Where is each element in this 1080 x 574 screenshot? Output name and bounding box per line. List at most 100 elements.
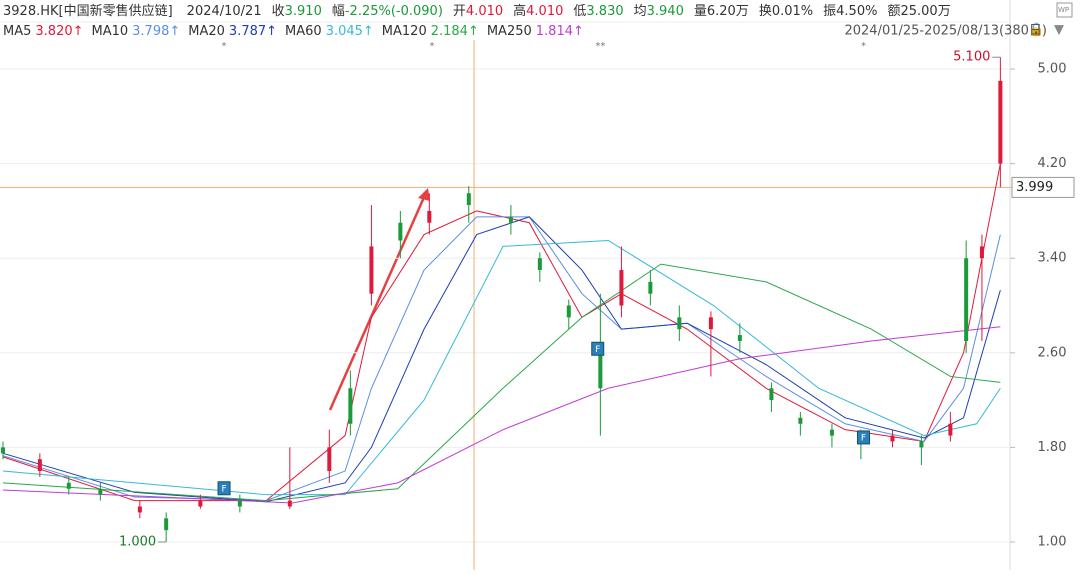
legend-name: MA250 (487, 24, 532, 39)
wp-icon[interactable] (1056, 2, 1073, 18)
candle-body (164, 518, 169, 531)
candle-body (137, 506, 142, 513)
y-tick-label: 1.80 (1038, 440, 1067, 455)
ma-line (2, 239, 1001, 496)
dropdown-icon[interactable]: ▼ (1054, 23, 1064, 38)
candle-body (398, 222, 403, 241)
event-mark: * (222, 41, 227, 52)
trend-arrow-head (418, 188, 430, 201)
ma-line (2, 216, 1001, 503)
quote-value: 0.01% (772, 4, 813, 19)
quote-label: 振 (823, 4, 836, 19)
candle-body (37, 459, 42, 472)
candle-body (237, 500, 242, 507)
candle-body (537, 258, 542, 271)
date-range: 2024/01/25-2025/08/13(380日) (844, 24, 1047, 39)
max-label: 5.100 (953, 50, 990, 65)
quote-label: 高 (513, 3, 526, 19)
y-tick-label: 2.60 (1038, 345, 1067, 360)
candle-body (348, 388, 353, 424)
candle-body (919, 441, 924, 448)
candle-body (998, 80, 1003, 164)
legend-value: 3.798↑ (132, 24, 180, 39)
wp-icon-text[interactable]: WP (1058, 6, 1069, 14)
quote-value: 3.910 (285, 4, 322, 19)
candle-body (287, 500, 292, 507)
y-tick-label: 3.40 (1038, 251, 1067, 266)
candle-body (508, 216, 513, 223)
quote-label: 均 (634, 4, 647, 19)
flag-label: F (221, 484, 226, 494)
legend-name: MA120 (382, 24, 427, 39)
candle-body (327, 447, 332, 472)
candle-body (427, 210, 432, 223)
y-tick-label: 1.00 (1038, 534, 1067, 549)
flag-label: F (595, 345, 600, 355)
quote-date: 2024/10/21 (187, 4, 262, 19)
quote-bar: 3928.HK[中国新零售供应链] 2024/10/21 收3.910 幅-2.25%… (3, 3, 951, 19)
quote-label: 收 (272, 4, 285, 19)
quote-value: 3.940 (647, 4, 684, 19)
quote-value: 25.00万 (900, 4, 950, 19)
candle-body (948, 423, 953, 436)
quote-label: 额 (887, 4, 900, 19)
event-mark: ** (595, 41, 605, 52)
candle-body (198, 500, 203, 507)
legend-name: MA10 (92, 24, 129, 39)
quote-value: 4.010 (526, 4, 563, 19)
candle-body (798, 417, 803, 424)
candle-body (619, 270, 624, 306)
ma-line (2, 216, 1001, 502)
crosshair-label: 3.999 (1016, 180, 1053, 195)
crosshair-box (1011, 176, 1075, 198)
quote-label: 幅 (332, 4, 345, 19)
candle-body (677, 317, 682, 330)
candle-body (1, 447, 5, 454)
min-label: 1.000 (119, 534, 156, 549)
candle-body (566, 305, 571, 318)
candle-body (369, 246, 374, 294)
legend-value: 3.820↑ (35, 24, 83, 39)
legend-value: 1.814↑ (536, 24, 584, 39)
y-tick-label: 4.20 (1038, 156, 1067, 171)
event-mark: * (861, 41, 866, 52)
quote-value: 4.010 (466, 4, 503, 19)
candle-body (964, 258, 969, 341)
candle-body (829, 429, 834, 436)
candle-body (66, 482, 71, 489)
flag (591, 341, 605, 356)
ma-line (2, 326, 1001, 504)
candle-body (890, 435, 895, 442)
lock-icon[interactable]: 🔒 (1028, 23, 1044, 38)
quote-value: -2.25%(-0.090) (345, 4, 443, 19)
quote-value: 3.830 (586, 4, 623, 19)
event-mark: * (429, 41, 434, 52)
legend-name: MA20 (188, 24, 225, 39)
legend-value: 3.045↑ (326, 24, 374, 39)
quote-value: 4.50% (836, 4, 877, 19)
flag (857, 430, 871, 445)
legend-value: 3.787↑ (229, 24, 277, 39)
axis-panel (1011, 0, 1080, 570)
legend-name: MA60 (285, 24, 322, 39)
quote-value: 6.20万 (707, 4, 749, 19)
ma-line (2, 163, 1001, 502)
trend-arrow (328, 194, 427, 411)
quote-label: 低 (573, 4, 586, 19)
candle-body (737, 335, 742, 341)
flag (217, 481, 231, 496)
y-tick-label: 5.00 (1038, 62, 1067, 77)
quote-label: 量 (694, 4, 707, 19)
legend-name: MA5 (3, 24, 31, 39)
ma-legend: MA5 3.820↑ MA10 3.798↑ MA20 3.787↑ MA60 3.045↑ M… (3, 24, 584, 39)
candle-body (648, 281, 653, 294)
quote-label: 换 (759, 4, 772, 19)
quote-label: 开 (453, 4, 466, 19)
candle-body (466, 193, 471, 206)
candle-body (708, 317, 713, 330)
ma-line (2, 263, 1001, 502)
flag-label: F (861, 433, 866, 443)
candle-body (769, 388, 774, 401)
legend-value: 2.184↑ (431, 24, 479, 39)
